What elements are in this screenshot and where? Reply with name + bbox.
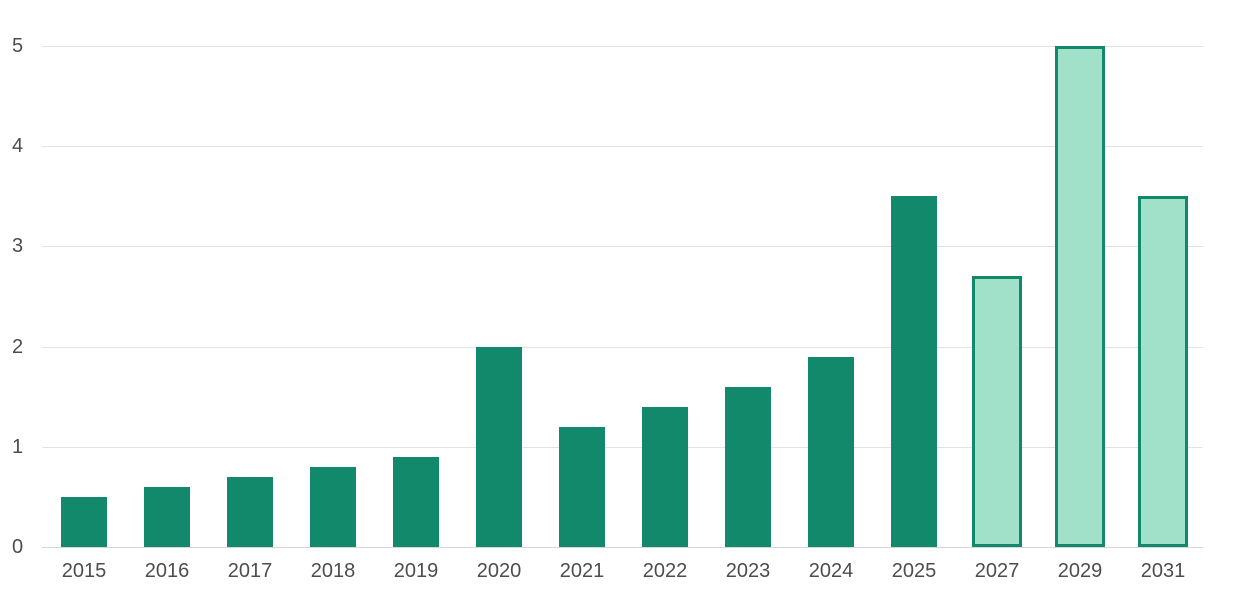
x-tick-label-2029: 2029: [1057, 560, 1103, 582]
x-tick-label-2015: 2015: [61, 560, 107, 582]
y-tick-label-1: 1: [12, 436, 24, 458]
bar-2018: [310, 467, 356, 547]
bar-2022: [642, 407, 688, 547]
bar-2024: [808, 357, 854, 547]
x-tick-label-2020: 2020: [476, 560, 522, 582]
bar-2016: [144, 487, 190, 547]
forecast-bar-2027: [972, 276, 1022, 547]
x-tick-label-2017: 2017: [227, 560, 273, 582]
gridline-y-4: [42, 146, 1203, 147]
x-tick-label-2024: 2024: [808, 560, 854, 582]
bar-2025: [891, 196, 937, 547]
x-tick-label-2019: 2019: [393, 560, 439, 582]
x-tick-label-2022: 2022: [642, 560, 688, 582]
x-tick-label-2023: 2023: [725, 560, 771, 582]
y-tick-label-0: 0: [12, 536, 24, 558]
x-tick-label-2027: 2027: [974, 560, 1020, 582]
x-tick-label-2018: 2018: [310, 560, 356, 582]
bar-2015: [61, 497, 107, 547]
gridline-y-0: [42, 547, 1203, 548]
bar-2020: [476, 347, 522, 547]
y-tick-label-3: 3: [12, 235, 24, 257]
gridline-y-1: [42, 447, 1203, 448]
y-tick-label-4: 4: [12, 135, 24, 157]
bar-2023: [725, 387, 771, 547]
bar-2019: [393, 457, 439, 547]
x-tick-label-2016: 2016: [144, 560, 190, 582]
x-tick-label-2021: 2021: [559, 560, 605, 582]
x-tick-label-2031: 2031: [1140, 560, 1186, 582]
gridline-y-3: [42, 246, 1203, 247]
gridline-y-5: [42, 46, 1203, 47]
gridline-y-2: [42, 347, 1203, 348]
y-tick-label-2: 2: [12, 336, 24, 358]
forecast-bar-2031: [1138, 196, 1188, 547]
bar-2017: [227, 477, 273, 547]
forecast-bar-2029: [1055, 46, 1105, 547]
bar-2021: [559, 427, 605, 547]
x-tick-label-2025: 2025: [891, 560, 937, 582]
y-tick-label-5: 5: [12, 35, 24, 57]
